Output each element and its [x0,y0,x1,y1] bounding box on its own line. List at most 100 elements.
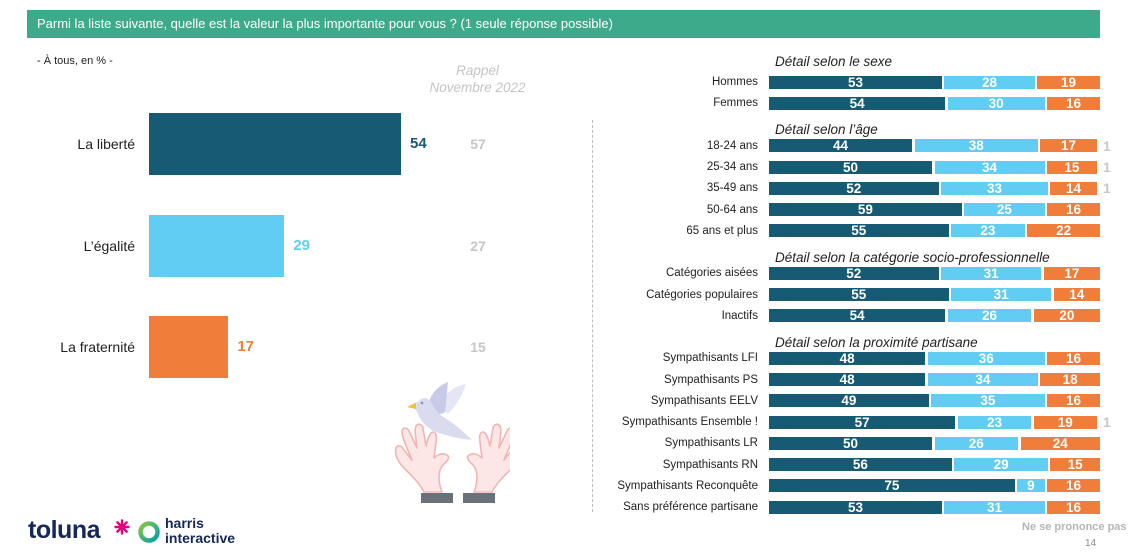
row-label: Inactifs [721,309,758,322]
bar-segment: 33 [941,182,1048,195]
bar-segment: 38 [914,139,1038,153]
bar-segment: 26 [934,437,1019,450]
bar-segment: 14 [1050,182,1097,195]
bar-segment: 16 [1047,203,1100,216]
bar [149,316,229,378]
bar-segment: 57 [769,415,956,429]
bar-segment: 17 [1043,267,1100,280]
bar-segment: 26 [947,309,1032,323]
bar-segment: 16 [1047,97,1100,110]
bar-segment: 49 [769,394,929,408]
bar-segment: 50 [769,160,932,174]
group-heading: Détail selon l’âge [775,122,878,138]
row-label: 18-24 ans [706,139,758,152]
rappel-value-label: 27 [470,237,486,254]
bar-segment: 36 [927,352,1045,365]
nsp-value-label: 1 [1103,137,1111,154]
row-label: Hommes [711,76,758,88]
category-label: La liberté [77,136,135,152]
hands-illustration [394,423,510,503]
bar-segment: 17 [1040,139,1097,153]
bar-segment: 15 [1050,458,1100,471]
dove-illustration [407,382,472,440]
bar-segment: 9 [1017,479,1045,493]
toluna-star-icon [114,519,130,535]
bar-segment: 16 [1047,500,1100,514]
nsp-value-label: 1 [1103,180,1111,197]
bar-segment: 30 [947,97,1045,110]
category-label: L’égalité [83,237,135,254]
bar-segment: 53 [769,500,942,514]
group-heading: Détail selon le sexe [775,54,893,69]
bar-segment: 16 [1047,394,1100,408]
bar-segment: 53 [769,75,942,89]
page-number: 14 [1085,538,1097,549]
question-header-bar: Parmi la liste suivante, quelle est la v… [27,10,1100,38]
bar-segment: 31 [951,288,1052,301]
bar-segment: 15 [1047,160,1097,174]
bar-segment: 59 [769,203,962,216]
bar [149,113,402,175]
bar-segment: 22 [1027,224,1100,238]
bar-segment: 55 [769,288,949,301]
bar-segment: 29 [954,458,1048,471]
bar-segment: 35 [931,394,1045,408]
dashed-divider [592,120,593,512]
nsp-value-label: 1 [1103,159,1111,175]
row-label: 65 ans et plus [686,224,758,237]
bar-segment: 56 [769,458,952,471]
bar-segment: 54 [769,309,946,323]
row-label: Sympathisants Ensemble ! [621,416,758,428]
bar-segment: 25 [964,203,1045,216]
bar-segment: 18 [1040,373,1100,386]
base-note: - À tous, en % - [37,55,113,67]
category-label: La fraternité [60,339,135,355]
rappel-value-label: 15 [470,339,486,355]
row-label: Sympathisants RN [662,458,758,471]
harris-logo-line1: harris [165,515,204,531]
bar-segment: 34 [934,160,1045,174]
bar-segment: 16 [1047,352,1100,365]
bar-segment: 23 [951,224,1025,238]
row-label: Sympathisants EELV [650,394,758,407]
row-label: 50-64 ans [706,203,758,216]
nsp-legend-label: Ne se prononce pas [1022,521,1127,533]
bar-segment: 20 [1033,309,1100,323]
bar-segment: 28 [944,75,1035,89]
row-label: 25-34 ans [706,161,758,173]
bar-value-label: 54 [410,135,427,152]
row-label: Catégories populaires [646,288,758,301]
row-label: Femmes [713,97,758,110]
bar-segment: 75 [769,479,1015,493]
bar-segment: 19 [1037,75,1100,89]
row-label: Sympathisants Reconquête [617,479,758,492]
question-title: Parmi la liste suivante, quelle est la v… [37,16,613,31]
bar-segment: 44 [769,139,913,153]
rappel-value-label: 57 [470,136,486,152]
bar-segment: 16 [1047,479,1100,493]
bar-segment: 48 [769,352,926,365]
bar-segment: 34 [927,373,1038,386]
bar-segment: 48 [769,373,926,386]
bar-segment: 14 [1053,288,1100,301]
nsp-value-label: 1 [1103,414,1111,430]
rappel-date: Novembre 2022 [429,80,526,95]
bar [149,214,285,277]
row-label: Sans préférence partisane [623,501,758,513]
bar-value-label: 17 [237,338,255,355]
row-label: 35-49 ans [706,182,758,195]
bar-segment: 50 [769,437,932,450]
bar-segment: 31 [944,500,1045,514]
row-label: Sympathisants LFI [662,352,758,365]
harris-logo-line2: interactive [165,530,236,546]
bar-segment: 31 [941,267,1042,280]
bar-value-label: 29 [293,236,311,254]
harris-ring-icon [138,521,160,543]
bar-segment: 54 [769,97,946,110]
bar-segment: 52 [769,182,939,195]
row-label: Sympathisants LR [664,437,758,450]
group-heading: Détail selon la proximité partisane [775,334,978,350]
toluna-logo-text: toluna [28,516,101,544]
group-heading: Détail selon la catégorie socio-professi… [775,249,1050,265]
bar-segment: 24 [1020,437,1100,450]
